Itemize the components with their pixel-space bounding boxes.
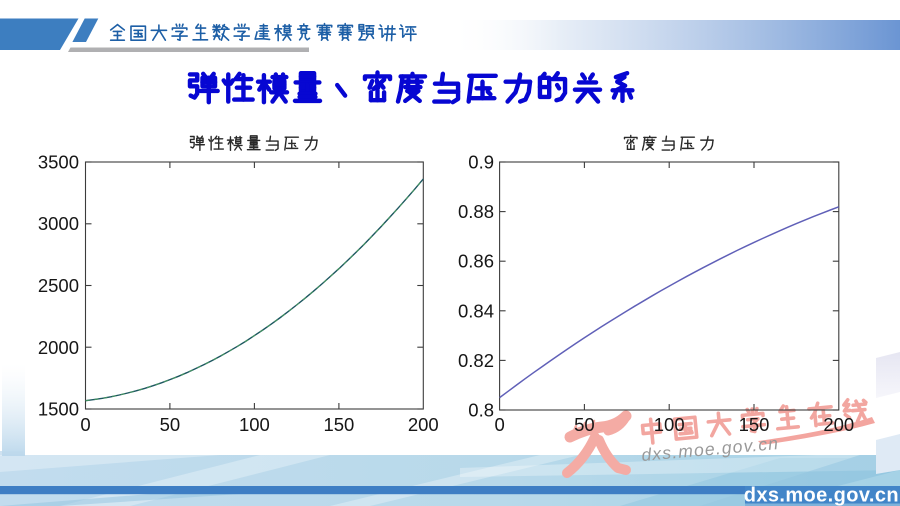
svg-text:0: 0 (494, 414, 504, 435)
svg-text:50: 50 (160, 414, 181, 435)
svg-text:100: 100 (654, 414, 685, 435)
svg-text:50: 50 (574, 414, 595, 435)
svg-text:3000: 3000 (38, 213, 79, 234)
svg-text:3500: 3500 (38, 152, 79, 173)
svg-text:1500: 1500 (38, 399, 79, 420)
svg-text:dxs.moe.gov.cn: dxs.moe.gov.cn (744, 485, 899, 506)
svg-text:0.82: 0.82 (458, 350, 494, 371)
svg-text:0.88: 0.88 (458, 201, 494, 222)
svg-text:150: 150 (323, 414, 354, 435)
svg-text:0.84: 0.84 (458, 300, 494, 321)
svg-text:2000: 2000 (38, 337, 79, 358)
svg-text:100: 100 (239, 414, 270, 435)
svg-text:0.9: 0.9 (468, 152, 494, 173)
svg-text:2500: 2500 (38, 275, 79, 296)
svg-text:150: 150 (739, 414, 770, 435)
svg-text:200: 200 (408, 414, 439, 435)
svg-text:200: 200 (823, 414, 854, 435)
svg-text:0.86: 0.86 (458, 251, 494, 272)
svg-text:0.8: 0.8 (468, 400, 494, 421)
svg-text:0: 0 (80, 414, 90, 435)
